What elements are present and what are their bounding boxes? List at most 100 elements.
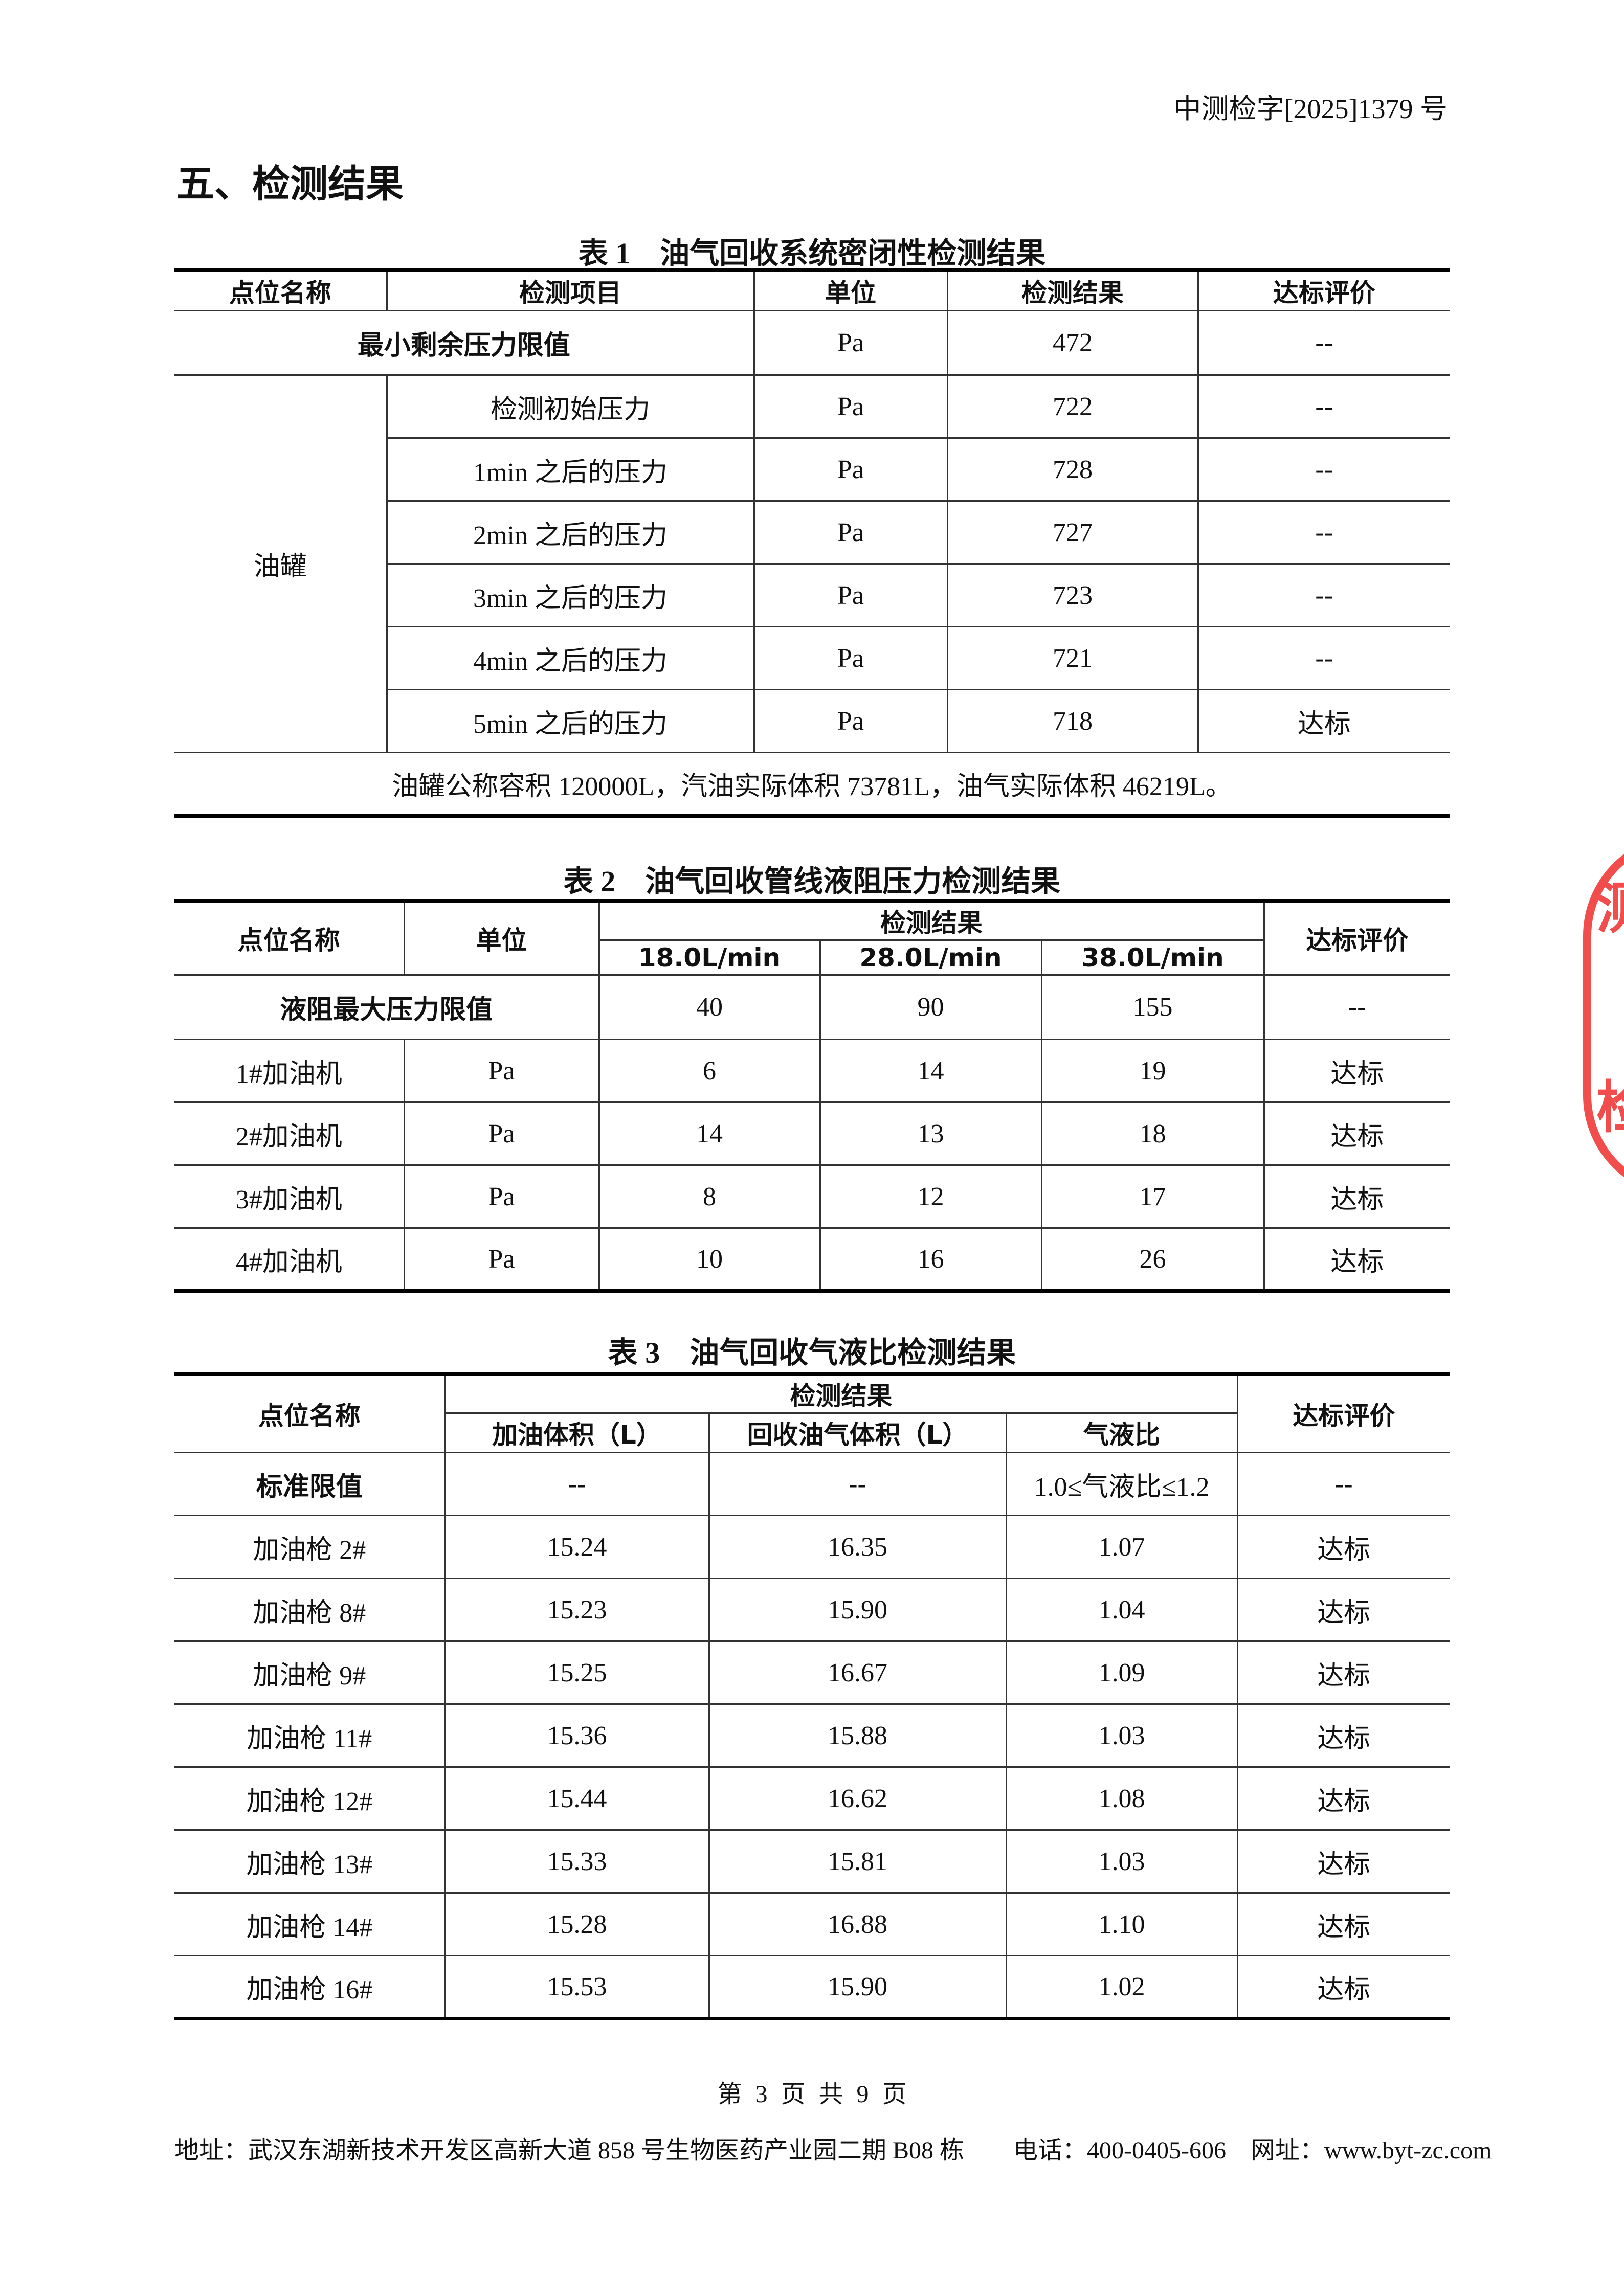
value-cell: 15.90 [708, 1578, 1007, 1642]
group-label: 油罐 [174, 374, 388, 753]
value-cell: 15.36 [444, 1703, 710, 1768]
table2: 点位名称 单位 检测结果 达标评价 18.0L/min 28.0L/min 38… [174, 899, 1450, 1293]
point-cell: 1#加油机 [174, 1039, 405, 1103]
value-cell: 1.04 [1005, 1578, 1238, 1642]
unit-cell: Pa [403, 1227, 600, 1293]
unit-cell: Pa [753, 374, 948, 439]
eval-cell: -- [1197, 437, 1450, 502]
header-cell: 达标评价 [1263, 899, 1450, 976]
value-cell: 16.35 [708, 1515, 1007, 1579]
value-cell: 16.67 [708, 1640, 1007, 1705]
value-cell: 12 [819, 1164, 1042, 1229]
value-cell: 15.81 [708, 1829, 1007, 1894]
unit-cell: Pa [753, 500, 948, 565]
point-cell: 2#加油机 [174, 1101, 405, 1166]
value-cell: 1.07 [1005, 1515, 1238, 1579]
limit-label: 最小剩余压力限值 [174, 310, 755, 376]
value-cell: 14 [819, 1039, 1042, 1103]
header-cell: 检测项目 [386, 268, 755, 311]
point-cell: 加油枪 2# [174, 1515, 446, 1579]
eval-cell: 达标 [1236, 1515, 1450, 1579]
point-cell: 4#加油机 [174, 1227, 405, 1293]
limit-eval: -- [1236, 1452, 1450, 1516]
value-cell: 10 [598, 1227, 821, 1293]
value-cell: 15.24 [444, 1515, 710, 1579]
header-cell: 28.0L/min [819, 939, 1042, 976]
unit-cell: Pa [753, 563, 948, 627]
table-row: 加油枪 12# 15.44 16.62 1.08 达标 [174, 1766, 1450, 1831]
value-cell: 15.23 [444, 1578, 710, 1642]
eval-cell: 达标 [1263, 1101, 1450, 1166]
result-cell: 722 [946, 374, 1199, 439]
header-cell: 点位名称 [174, 1372, 446, 1453]
item-cell: 5min 之后的压力 [387, 689, 755, 753]
unit-cell: Pa [753, 437, 948, 502]
limit-unit: Pa [753, 310, 948, 376]
document-number: 中测检字[2025]1379 号 [1173, 94, 1448, 124]
point-cell: 加油枪 11# [174, 1703, 446, 1768]
result-cell: 728 [946, 437, 1199, 502]
value-cell: 15.88 [708, 1703, 1007, 1768]
value-cell: 15.90 [708, 1955, 1007, 2020]
table-row: 加油枪 2# 15.24 16.35 1.07 达标 [174, 1515, 1450, 1579]
value-cell: 1.10 [1005, 1892, 1238, 1956]
limit-eval: -- [1263, 974, 1450, 1040]
table-row: 加油枪 11# 15.36 15.88 1.03 达标 [174, 1703, 1450, 1768]
header-cell: 气液比 [1005, 1412, 1238, 1453]
limit-row: 最小剩余压力限值 Pa 472 -- [174, 310, 1450, 376]
value-cell: 14 [598, 1101, 821, 1166]
value-cell: 15.44 [444, 1766, 710, 1831]
value-cell: 15.28 [444, 1892, 710, 1956]
unit-cell: Pa [403, 1164, 600, 1229]
table2-header-row: 点位名称 单位 检测结果 达标评价 [174, 899, 1450, 976]
eval-cell: 达标 [1263, 1164, 1450, 1229]
limit-value: 1.0≤气液比≤1.2 [1005, 1452, 1238, 1516]
header-cell: 18.0L/min [599, 939, 821, 976]
header-cell: 单位 [753, 268, 948, 311]
eval-cell: 达标 [1236, 1703, 1450, 1768]
eval-cell: 达标 [1236, 1640, 1450, 1705]
value-cell: 15.25 [444, 1640, 710, 1705]
unit-cell: Pa [403, 1039, 600, 1103]
item-cell: 检测初始压力 [386, 374, 755, 439]
table-row: 油罐 检测初始压力 Pa 722 -- [174, 374, 1450, 753]
item-cell: 3min 之后的压力 [387, 563, 755, 627]
eval-cell: -- [1197, 563, 1450, 627]
table-row: 4min 之后的压力 Pa 721 -- [174, 626, 1450, 690]
table3-subheader-row: 加油体积（L） 回收油气体积（L） 气液比 [174, 1412, 1450, 1453]
table3: 点位名称 检测结果 达标评价 加油体积（L） 回收油气体积（L） 气液比 标准限… [174, 1372, 1450, 2020]
value-cell: 8 [598, 1164, 821, 1229]
point-cell: 3#加油机 [174, 1164, 405, 1229]
item-cell: 2min 之后的压力 [387, 500, 755, 565]
header-cell: 达标评价 [1197, 268, 1450, 311]
header-cell: 检测结果 [444, 1372, 1238, 1414]
limit-result: 472 [946, 310, 1199, 376]
eval-cell: -- [1197, 500, 1450, 565]
table1-header-row: 点位名称 检测项目 单位 检测结果 达标评价 [174, 268, 1450, 311]
value-cell: 1.02 [1005, 1955, 1238, 2020]
value-cell: 19 [1040, 1039, 1265, 1103]
table-row: 1#加油机 Pa 6 14 19 达标 [174, 1039, 1450, 1103]
header-cell: 回收油气体积（L） [708, 1412, 1007, 1453]
unit-cell: Pa [753, 689, 948, 753]
value-cell: 16 [819, 1227, 1042, 1293]
table-row: 2min 之后的压力 Pa 727 -- [174, 500, 1450, 565]
eval-cell: -- [1197, 374, 1450, 439]
table-row: 加油枪 8# 15.23 15.90 1.04 达标 [174, 1578, 1450, 1642]
value-cell: 1.03 [1005, 1703, 1238, 1768]
header-cell: 达标评价 [1236, 1372, 1450, 1453]
table-row: 1min 之后的压力 Pa 728 -- [174, 437, 1450, 502]
table2-subheader-row: 18.0L/min 28.0L/min 38.0L/min [174, 939, 1450, 976]
limit-eval: -- [1197, 310, 1450, 376]
result-cell: 727 [946, 500, 1199, 565]
table3-caption: 表 3 油气回收气液比检测结果 [608, 1336, 1016, 1369]
eval-cell: -- [1197, 626, 1450, 690]
table-row: 2#加油机 Pa 14 13 18 达标 [174, 1101, 1450, 1166]
table-row: 4#加油机 Pa 10 16 26 达标 [174, 1227, 1450, 1293]
limit-value: -- [708, 1452, 1007, 1516]
limit-row: 标准限值 -- -- 1.0≤气液比≤1.2 -- [174, 1452, 1450, 1516]
unit-cell: Pa [403, 1101, 600, 1166]
header-cell: 检测结果 [946, 268, 1199, 311]
eval-cell: 达标 [1236, 1766, 1450, 1831]
header-cell: 单位 [403, 899, 600, 976]
